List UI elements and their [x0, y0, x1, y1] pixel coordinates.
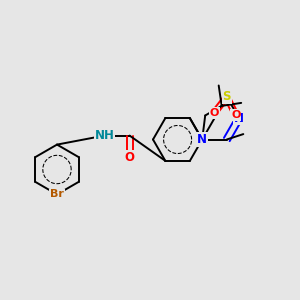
Text: O: O	[209, 108, 219, 118]
Text: O: O	[231, 110, 241, 120]
Text: S: S	[223, 90, 231, 104]
Text: O: O	[231, 110, 241, 120]
Text: O: O	[124, 151, 135, 164]
Text: S: S	[223, 90, 231, 104]
Text: O: O	[124, 151, 135, 164]
Text: Br: Br	[50, 189, 64, 200]
Text: NH: NH	[94, 129, 114, 142]
Text: N: N	[234, 112, 244, 125]
Text: N: N	[197, 133, 207, 146]
Text: N: N	[234, 112, 244, 125]
Text: NH: NH	[94, 129, 114, 142]
Text: N: N	[197, 133, 207, 146]
Text: O: O	[209, 108, 219, 118]
Text: Br: Br	[50, 189, 64, 200]
